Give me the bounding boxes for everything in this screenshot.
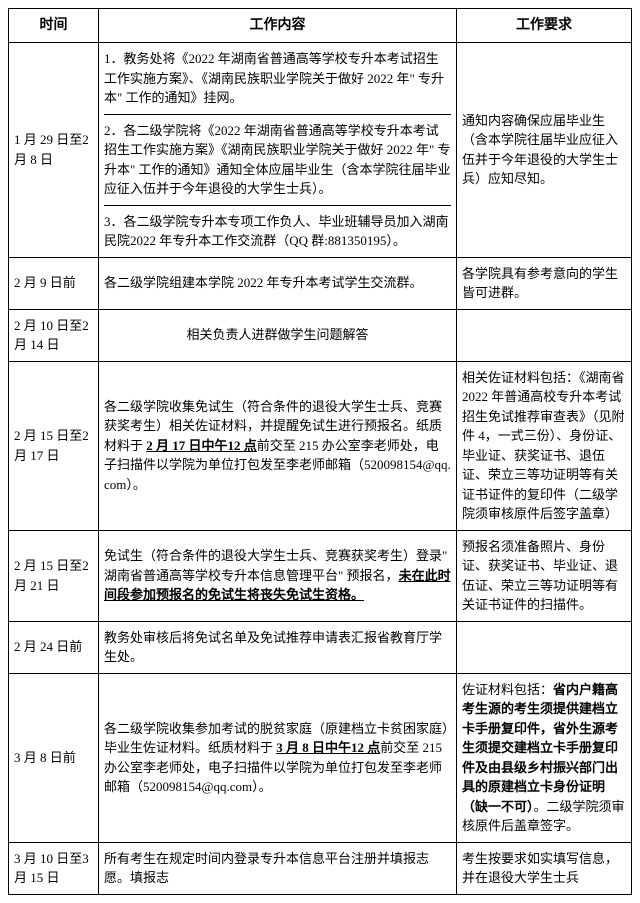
requirement-cell: 相关佐证材料包括：《湖南省 2022 年普通高校专升本考试招生免试推荐审查表》（…: [457, 361, 632, 530]
requirement-cell: 考生按要求如实填写信息，并在退役大学生士兵: [457, 842, 632, 894]
header-time: 时间: [9, 9, 99, 43]
content-cell: 各二级学院收集免试生（符合条件的退役大学生士兵、竞赛获奖考生）相关佐证材料，并提…: [99, 361, 457, 530]
content-cell: 所有考生在规定时间内登录专升本信息平台注册并填报志愿。填报志: [99, 842, 457, 894]
time-cell: 3 月 8 日前: [9, 673, 99, 842]
time-cell: 2 月 15 日至2 月 21 日: [9, 530, 99, 621]
content-part: 1．教务处将《2022 年湖南省普通高等学校专升本考试招生工作实施方案》、《湖南…: [104, 49, 451, 115]
requirement-cell: [457, 621, 632, 673]
table-row: 2 月 24 日前 教务处审核后将免试名单及免试推荐申请表汇报省教育厅学生处。: [9, 621, 632, 673]
content-cell: 相关负责人进群做学生问题解答: [99, 309, 457, 361]
table-row: 2 月 15 日至2 月 17 日 各二级学院收集免试生（符合条件的退役大学生士…: [9, 361, 632, 530]
content-bold: 3 月 8 日中午12 点: [276, 740, 380, 755]
header-requirement: 工作要求: [457, 9, 632, 43]
content-cell: 各二级学院组建本学院 2022 年专升本考试学生交流群。: [99, 257, 457, 309]
table-row: 3 月 8 日前 各二级学院收集参加考试的脱贫家庭（原建档立卡贫困家庭）毕业生佐…: [9, 673, 632, 842]
requirement-cell: 通知内容确保应届毕业生（含本学院往届毕业应征入伍并于今年退役的大学生士兵）应知尽…: [457, 43, 632, 258]
content-part: 3．各二级学院专升本专项工作负人、毕业班辅导员加入湖南民院2022 年专升本工作…: [104, 212, 451, 251]
content-pre: 免试生（符合条件的退役大学生士兵、竞赛获奖考生）登录" 湖南省普通高等学校专升本…: [104, 548, 447, 583]
content-cell: 各二级学院收集参加考试的脱贫家庭（原建档立卡贫困家庭）毕业生佐证材料。纸质材料于…: [99, 673, 457, 842]
req-pre: 佐证材料包括：: [462, 682, 553, 697]
schedule-table: 时间 工作内容 工作要求 1 月 29 日至2 月 8 日 1．教务处将《202…: [8, 8, 632, 895]
content-bold: 2 月 17 日中午12 点: [146, 438, 257, 453]
time-cell: 2 月 10 日至2 月 14 日: [9, 309, 99, 361]
content-cell: 教务处审核后将免试名单及免试推荐申请表汇报省教育厅学生处。: [99, 621, 457, 673]
requirement-cell: 各学院具有参考意向的学生皆可进群。: [457, 257, 632, 309]
header-row: 时间 工作内容 工作要求: [9, 9, 632, 43]
time-cell: 2 月 9 日前: [9, 257, 99, 309]
table-row: 2 月 10 日至2 月 14 日 相关负责人进群做学生问题解答: [9, 309, 632, 361]
time-cell: 3 月 10 日至3 月 15 日: [9, 842, 99, 894]
content-part: 2．各二级学院将《2022 年湖南省普通高等学校专升本考试招生工作实施方案》《湖…: [104, 121, 451, 206]
time-cell: 1 月 29 日至2 月 8 日: [9, 43, 99, 258]
content-cell: 免试生（符合条件的退役大学生士兵、竞赛获奖考生）登录" 湖南省普通高等学校专升本…: [99, 530, 457, 621]
table-row: 2 月 15 日至2 月 21 日 免试生（符合条件的退役大学生士兵、竞赛获奖考…: [9, 530, 632, 621]
header-content: 工作内容: [99, 9, 457, 43]
table-row: 2 月 9 日前 各二级学院组建本学院 2022 年专升本考试学生交流群。 各学…: [9, 257, 632, 309]
time-cell: 2 月 24 日前: [9, 621, 99, 673]
time-cell: 2 月 15 日至2 月 17 日: [9, 361, 99, 530]
requirement-cell: 佐证材料包括：省内户籍高考生源的考生须提供建档立卡手册复印件，省外生源考生须提交…: [457, 673, 632, 842]
requirement-cell: [457, 309, 632, 361]
requirement-cell: 预报名须准备照片、身份证、获奖证书、毕业证、退伍证、荣立三等功证明等有关证书证件…: [457, 530, 632, 621]
req-bold: 省内户籍高考生源的考生须提供建档立卡手册复印件，省外生源考生须提交建档立卡手册复…: [462, 682, 618, 814]
table-row: 3 月 10 日至3 月 15 日 所有考生在规定时间内登录专升本信息平台注册并…: [9, 842, 632, 894]
content-cell: 1．教务处将《2022 年湖南省普通高等学校专升本考试招生工作实施方案》、《湖南…: [99, 43, 457, 258]
table-row: 1 月 29 日至2 月 8 日 1．教务处将《2022 年湖南省普通高等学校专…: [9, 43, 632, 258]
